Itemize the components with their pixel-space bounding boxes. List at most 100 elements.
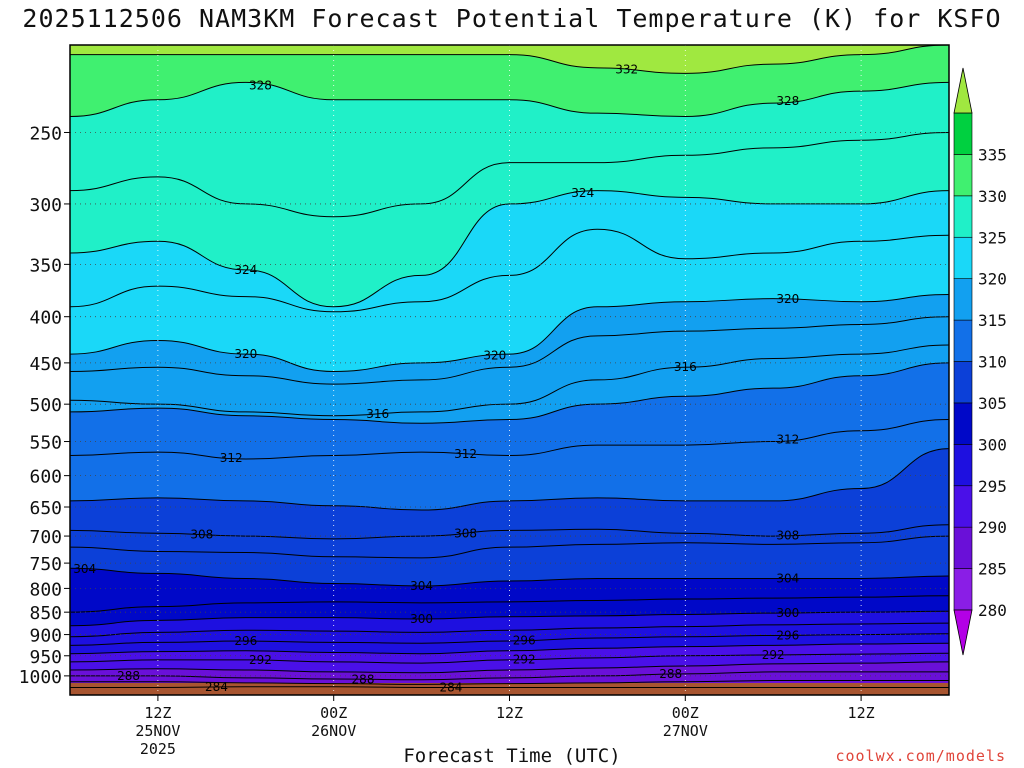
isotherm-label: 300 <box>776 606 799 620</box>
isotherm-296 <box>70 633 949 646</box>
x-tick-label: 12Z <box>496 704 523 722</box>
credit-text: coolwx.com/models <box>835 747 1006 765</box>
isotherm-306 <box>70 535 949 559</box>
isotherm-label: 288 <box>659 667 682 681</box>
gridlines <box>70 45 949 695</box>
isotherm-324 <box>70 190 949 308</box>
colorbar-label: 305 <box>978 394 1007 413</box>
colorbar-label: 310 <box>978 353 1007 372</box>
isotherm-label: 332 <box>615 63 638 77</box>
isotherm-label: 316 <box>366 407 389 421</box>
colorbar-label: 315 <box>978 311 1007 330</box>
isotherm-label: 292 <box>249 653 272 667</box>
y-tick-label: 300 <box>29 195 62 216</box>
y-tick-label: 800 <box>29 579 62 600</box>
y-tick-label: 600 <box>29 467 62 488</box>
colorbar-segment <box>953 485 973 528</box>
isotherm-320 <box>70 294 949 372</box>
y-tick-label: 900 <box>29 626 62 647</box>
isotherm-310 <box>70 448 949 511</box>
y-tick-label: 850 <box>29 603 62 624</box>
colorbar-label: 290 <box>978 518 1007 537</box>
isotherm-302 <box>70 595 949 613</box>
y-tick-label: 550 <box>29 433 62 454</box>
isotherm-label: 308 <box>454 526 477 540</box>
isotherm-336 <box>582 45 709 46</box>
colorbar-segment <box>953 526 973 569</box>
isotherm-290 <box>70 661 949 674</box>
isotherm-label: 320 <box>483 349 506 363</box>
isotherm-288 <box>70 671 949 681</box>
isotherm-label: 288 <box>117 669 140 683</box>
isotherm-286 <box>70 680 949 685</box>
x-tick-label: 00Z <box>672 704 699 722</box>
isotherm-label: 304 <box>410 579 433 593</box>
colorbar-segment <box>953 444 973 487</box>
x-axis-label: Forecast Time (UTC) <box>403 745 621 767</box>
isotherm-284 <box>70 686 949 688</box>
y-tick-label: 700 <box>29 527 62 548</box>
chart-title: 2025112506 NAM3KM Forecast Potential Tem… <box>22 4 1002 33</box>
isotherm-316 <box>70 344 949 417</box>
x-tick-date: 26NOV <box>311 722 356 740</box>
colorbar-label: 295 <box>978 477 1007 496</box>
isotherm-label: 308 <box>190 528 213 542</box>
y-tick-label: 250 <box>29 123 62 144</box>
isotherm-label: 328 <box>776 94 799 108</box>
isotherm-label: 324 <box>571 186 594 200</box>
y-tick-label: 500 <box>29 395 62 416</box>
colorbar-min-arrow <box>953 609 973 656</box>
x-tick-date: 27NOV <box>663 722 708 740</box>
colorbar-max-arrow <box>953 67 973 114</box>
isotherm-label: 308 <box>776 529 799 543</box>
x-tick-label: 12Z <box>144 704 171 722</box>
isotherm-labels: 328 332 328 324 324 320 320 320 316 316 312 312 312 3… <box>73 63 799 695</box>
colorbar-segment <box>953 319 973 362</box>
colorbar-label: 325 <box>978 228 1007 247</box>
isotherm-label: 324 <box>234 263 257 277</box>
isotherm-292 <box>70 652 949 664</box>
isotherm-label: 292 <box>762 648 785 662</box>
isotherm-label: 296 <box>513 634 536 648</box>
colorbar-segment <box>953 568 973 611</box>
isotherm-314 <box>70 362 949 424</box>
colorbar-label: 335 <box>978 145 1007 164</box>
colorbar-label: 320 <box>978 270 1007 289</box>
isotherm-label: 320 <box>234 347 257 361</box>
isotherm-label: 304 <box>73 562 96 576</box>
isotherm-label: 284 <box>439 680 462 694</box>
colorbar-segment <box>953 278 973 321</box>
isotherm-label: 284 <box>205 680 228 694</box>
isotherm-328 <box>70 81 949 117</box>
isotherm-332 <box>70 45 949 74</box>
y-tick-label: 450 <box>29 354 62 375</box>
isotherm-label: 312 <box>776 433 799 447</box>
isotherm-326 <box>70 131 949 218</box>
colorbar-segment <box>953 112 973 155</box>
isotherm-318 <box>70 316 949 385</box>
y-axis: 2503003504004505005506006507007508008509… <box>19 123 70 688</box>
x-tick-label: 00Z <box>320 704 347 722</box>
isotherm-label: 320 <box>776 292 799 306</box>
isotherm-label: 304 <box>776 571 799 585</box>
colorbar-segment <box>953 195 973 238</box>
colorbar-segment <box>953 154 973 197</box>
colorbar-segment <box>953 402 973 445</box>
isotherm-label: 328 <box>249 78 272 92</box>
isotherm-300 <box>70 610 949 627</box>
x-tick-label: 12Z <box>848 704 875 722</box>
colorbar-label: 300 <box>978 435 1007 454</box>
ground-strip <box>70 683 949 695</box>
y-tick-label: 950 <box>29 647 62 668</box>
colorbar-label: 285 <box>978 560 1007 579</box>
colorbar-segment <box>953 236 973 279</box>
isotherm-label: 300 <box>410 612 433 626</box>
x-tick-date: 25NOV <box>135 722 180 740</box>
colorbar-label: 330 <box>978 187 1007 206</box>
colorbar-label: 280 <box>978 601 1007 620</box>
x-tick-year: 2025 <box>140 740 176 758</box>
isotherm-label: 292 <box>513 653 536 667</box>
y-tick-label: 650 <box>29 498 62 519</box>
